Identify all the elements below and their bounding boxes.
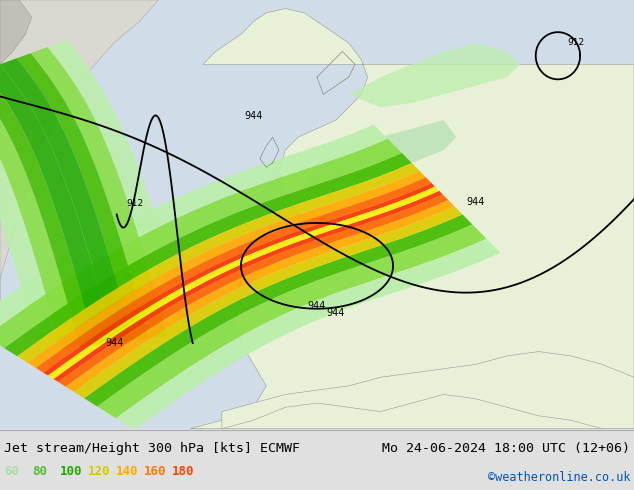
Polygon shape xyxy=(4,153,411,356)
Polygon shape xyxy=(304,120,456,193)
Text: 80: 80 xyxy=(32,466,47,478)
Polygon shape xyxy=(0,0,158,300)
Polygon shape xyxy=(74,206,462,398)
Text: 100: 100 xyxy=(60,466,82,478)
Text: 944: 944 xyxy=(467,196,484,206)
Text: 912: 912 xyxy=(567,38,585,47)
Polygon shape xyxy=(190,8,634,429)
Text: Mo 24-06-2024 18:00 UTC (12+06): Mo 24-06-2024 18:00 UTC (12+06) xyxy=(382,442,630,455)
Text: 944: 944 xyxy=(308,301,326,311)
Polygon shape xyxy=(65,200,455,392)
Polygon shape xyxy=(0,75,80,350)
Text: 912: 912 xyxy=(127,199,144,208)
Text: 944: 944 xyxy=(245,111,262,121)
Polygon shape xyxy=(58,195,448,387)
Polygon shape xyxy=(36,177,432,372)
Polygon shape xyxy=(0,81,61,352)
Text: 60: 60 xyxy=(4,466,19,478)
Polygon shape xyxy=(84,214,472,407)
Polygon shape xyxy=(30,47,167,339)
Text: 160: 160 xyxy=(144,466,167,478)
Text: Jet stream/Height 300 hPa [kts] ECMWF: Jet stream/Height 300 hPa [kts] ECMWF xyxy=(4,442,300,455)
Polygon shape xyxy=(222,352,634,429)
Polygon shape xyxy=(27,171,426,368)
Polygon shape xyxy=(0,71,96,347)
Polygon shape xyxy=(97,224,486,418)
Polygon shape xyxy=(43,183,435,375)
Polygon shape xyxy=(0,64,114,345)
Polygon shape xyxy=(0,0,32,64)
Text: 944: 944 xyxy=(105,338,123,348)
Text: 140: 140 xyxy=(116,466,138,478)
Polygon shape xyxy=(17,163,420,363)
Polygon shape xyxy=(48,187,437,377)
Text: 944: 944 xyxy=(327,308,345,318)
Text: 120: 120 xyxy=(88,466,110,478)
Text: 180: 180 xyxy=(172,466,195,478)
Polygon shape xyxy=(53,191,443,382)
Polygon shape xyxy=(0,0,634,429)
Polygon shape xyxy=(0,139,402,348)
Text: ©weatheronline.co.uk: ©weatheronline.co.uk xyxy=(488,471,630,485)
Polygon shape xyxy=(349,43,520,107)
Polygon shape xyxy=(48,40,189,336)
Polygon shape xyxy=(0,124,388,337)
Polygon shape xyxy=(116,239,500,430)
Polygon shape xyxy=(51,189,439,379)
Polygon shape xyxy=(16,53,148,341)
Polygon shape xyxy=(0,58,133,343)
